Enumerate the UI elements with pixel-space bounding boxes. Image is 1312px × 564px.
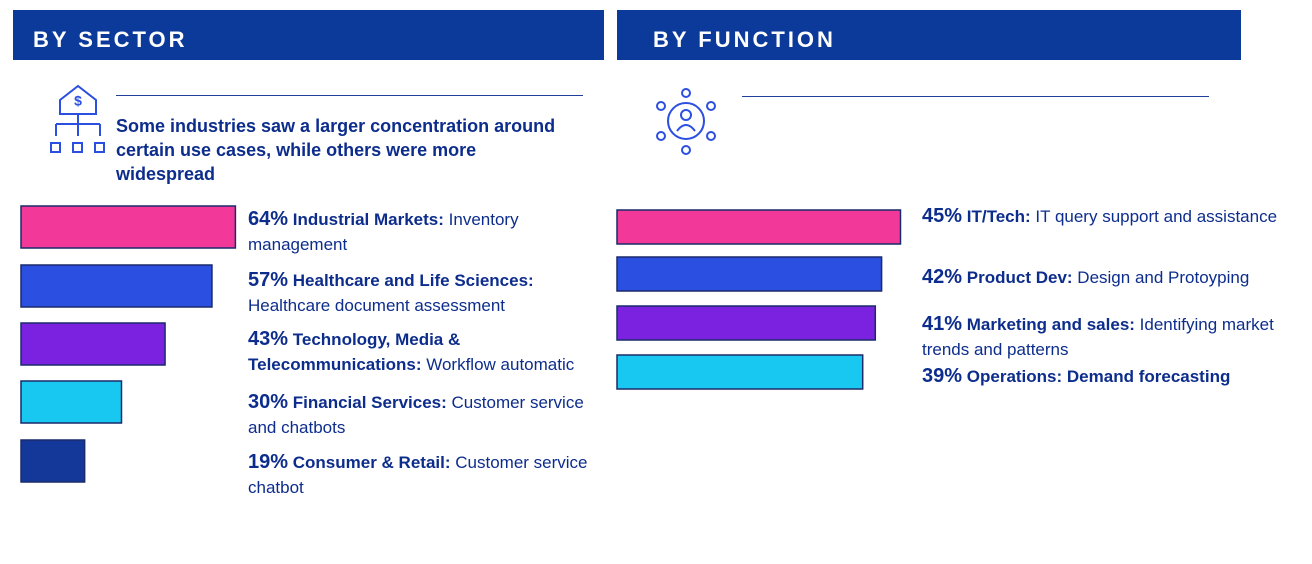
value-label: 39% [922,365,963,387]
svg-text:$: $ [74,93,82,109]
category-label: Marketing and sales: [966,315,1135,334]
bar-label: 43% Technology, Media & Telecommunicatio… [248,327,604,377]
function-icon [656,88,716,155]
description: Healthcare document assessment [248,296,506,315]
value-label: 30% [248,391,289,413]
value-label: 43% [248,328,289,350]
category-label: Consumer & Retail: [292,453,451,472]
sector-icon: $ [50,84,105,153]
bar-label: 19% Consumer & Retail: Customer service … [248,450,604,500]
category-label: Technology, Media & Telecommunications: [248,330,461,374]
bar [616,209,902,245]
description: Identifying market trends and patterns [922,315,1274,359]
description: Design and Protoyping [1077,268,1250,287]
value-label: 41% [922,313,963,335]
bar [616,305,877,341]
category-label: Operations: [966,367,1063,386]
bar-label: 39% Operations: Demand forecasting [922,364,1312,389]
bar-label: 45% IT/Tech: IT query support and assist… [922,204,1312,229]
bar [616,256,883,292]
bar [20,322,166,366]
category-label: IT/Tech: [966,207,1031,226]
category-label: Financial Services: [292,393,447,412]
description: Demand forecasting [1066,367,1231,386]
description: Customer service chatbot [248,453,588,497]
bar [616,354,864,390]
value-label: 64% [248,208,289,230]
description: IT query support and assistance [1035,207,1278,226]
bar [20,439,86,483]
bar-label: 41% Marketing and sales: Identifying mar… [922,312,1312,362]
divider [742,96,1209,97]
bar-label: 42% Product Dev: Design and Protoyping [922,265,1312,290]
category-label: Healthcare and Life Sciences: [292,271,534,290]
value-label: 42% [922,266,963,288]
value-label: 19% [248,451,289,473]
description: Inventory management [248,210,519,254]
value-label: 45% [922,205,963,227]
section-header: BY SECTOR [13,10,604,60]
description: Customer service and chatbots [248,393,584,437]
section-header: BY FUNCTION [617,10,1241,60]
category-label: Product Dev: [966,268,1073,287]
category-label: Industrial Markets: [292,210,444,229]
bar [20,380,123,424]
bar [20,205,237,249]
bar [20,264,213,308]
bar-label: 64% Industrial Markets: Inventory manage… [248,207,604,257]
description: Workflow automatic [426,355,575,374]
value-label: 57% [248,269,289,291]
intro-text: Some industries saw a larger concentrati… [116,116,556,184]
divider [116,95,583,96]
bar-label: 57% Healthcare and Life Sciences: Health… [248,268,604,318]
bar-label: 30% Financial Services: Customer service… [248,390,604,440]
